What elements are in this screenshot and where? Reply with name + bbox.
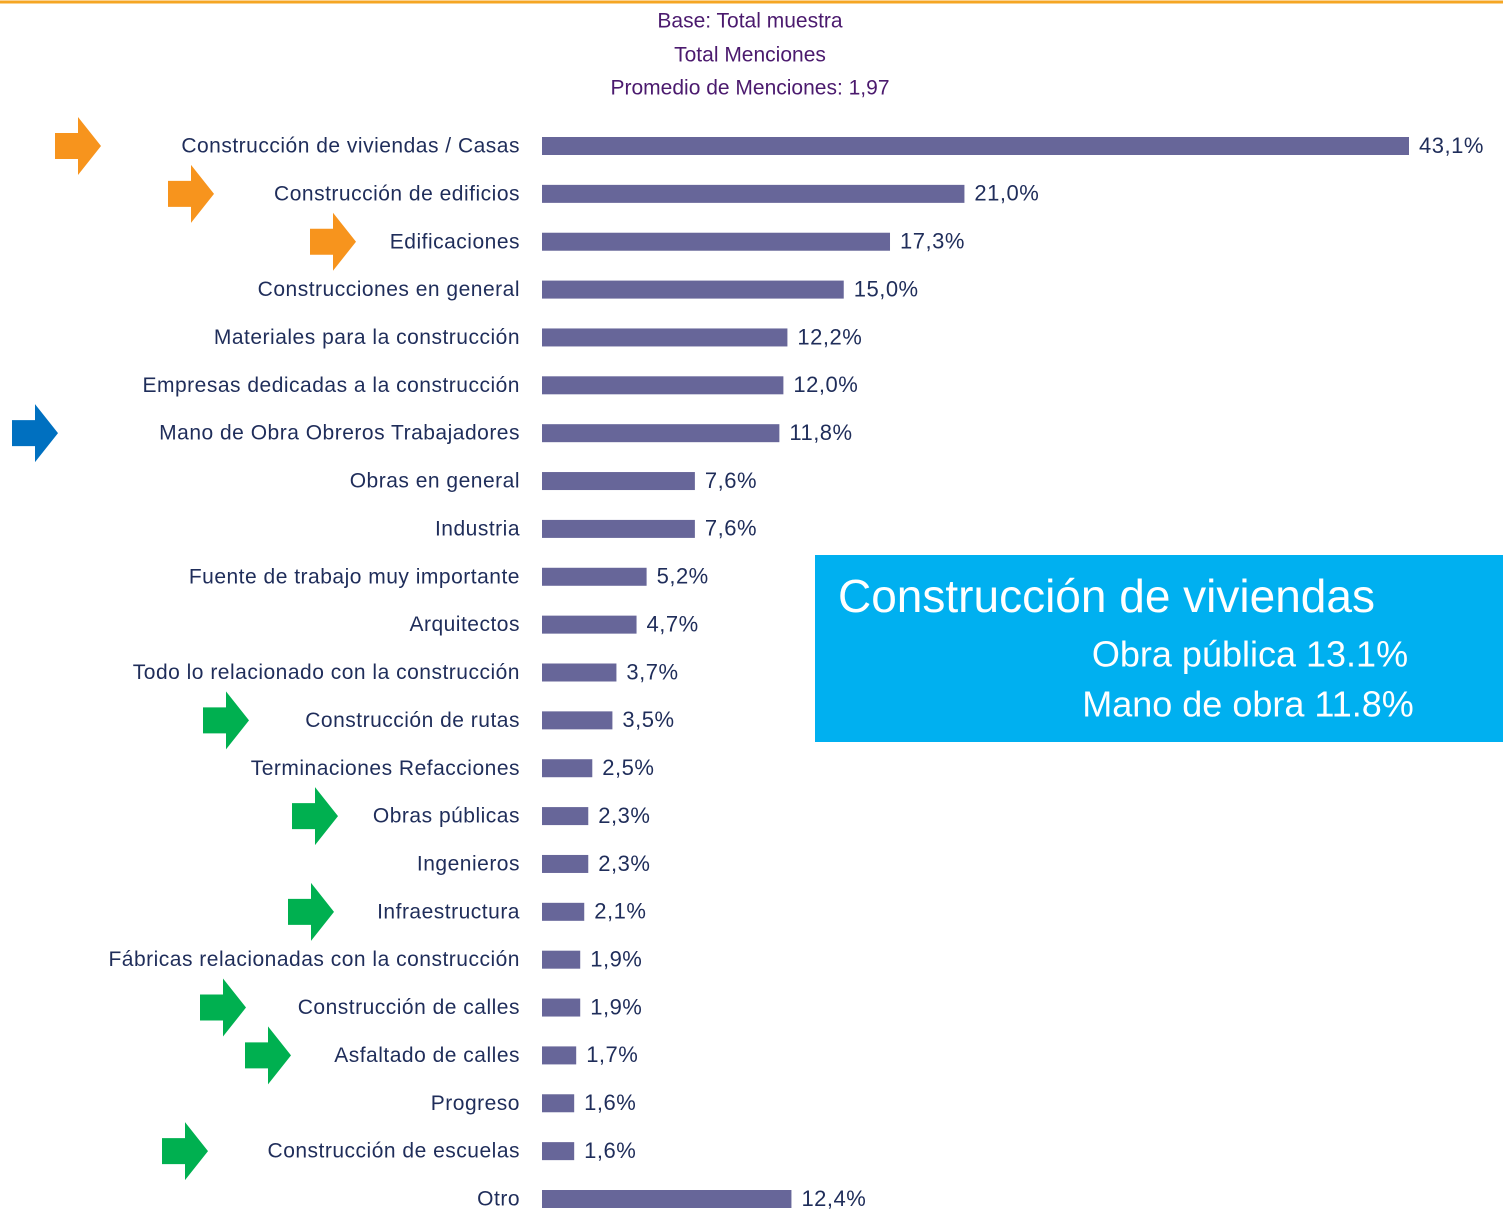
value-label: 7,6% bbox=[705, 468, 757, 493]
value-label: 15,0% bbox=[854, 276, 919, 301]
value-label: 2,5% bbox=[602, 755, 654, 780]
value-label: 3,7% bbox=[626, 659, 678, 684]
value-label: 3,5% bbox=[622, 707, 674, 732]
arrow-icon bbox=[168, 164, 214, 223]
bar bbox=[542, 424, 780, 443]
arrow-icon bbox=[162, 1122, 208, 1181]
bar bbox=[542, 711, 613, 730]
value-label: 1,7% bbox=[586, 1042, 638, 1067]
bar bbox=[542, 998, 581, 1017]
category-label: Asfaltado de calles bbox=[334, 1044, 520, 1067]
value-label: 1,6% bbox=[584, 1090, 636, 1115]
value-label: 43,1% bbox=[1419, 133, 1484, 158]
bar bbox=[542, 376, 784, 395]
category-label: Construcción de rutas bbox=[305, 709, 520, 732]
category-label: Todo lo relacionado con la construcción bbox=[133, 661, 520, 684]
category-label: Obras en general bbox=[350, 470, 520, 493]
bar bbox=[542, 472, 695, 491]
callout-text: Construcción de viviendas bbox=[838, 570, 1375, 622]
category-label: Industria bbox=[435, 517, 520, 540]
category-label: Construcción de escuelas bbox=[268, 1140, 520, 1163]
bar bbox=[542, 854, 589, 873]
category-label: Arquitectos bbox=[409, 613, 520, 636]
value-label: 11,8% bbox=[789, 420, 852, 445]
arrow-icon bbox=[55, 117, 101, 175]
bar bbox=[542, 519, 695, 538]
arrow-icon bbox=[310, 212, 356, 271]
bar bbox=[542, 328, 788, 347]
category-label: Construcción de edificios bbox=[274, 182, 520, 205]
bar bbox=[542, 1046, 577, 1065]
bar bbox=[542, 567, 647, 586]
arrow-icon bbox=[200, 978, 246, 1037]
callout-text: Obra pública 13.1% bbox=[1092, 634, 1408, 675]
value-label: 12,4% bbox=[801, 1186, 866, 1211]
bar bbox=[542, 137, 1409, 155]
arrow-icon bbox=[203, 691, 249, 750]
arrow-icon bbox=[288, 882, 334, 941]
category-label: Construcciones en general bbox=[258, 278, 520, 301]
value-label: 1,9% bbox=[590, 994, 642, 1019]
bar bbox=[542, 663, 617, 682]
arrow-icon bbox=[245, 1026, 291, 1085]
category-label: Terminaciones Refacciones bbox=[251, 757, 520, 780]
bar bbox=[542, 759, 593, 778]
category-label: Mano de Obra Obreros Trabajadores bbox=[159, 422, 520, 445]
category-label: Empresas dedicadas a la construcción bbox=[142, 374, 520, 397]
bar bbox=[542, 232, 891, 251]
value-label: 7,6% bbox=[705, 516, 757, 541]
category-label: Progreso bbox=[431, 1092, 520, 1115]
value-label: 4,7% bbox=[647, 611, 699, 636]
value-label: 5,2% bbox=[657, 564, 709, 589]
category-label: Construcción de calles bbox=[298, 996, 520, 1019]
chart-title: Base: Total muestra bbox=[657, 10, 843, 33]
category-label: Fuente de trabajo muy importante bbox=[189, 565, 520, 588]
bar bbox=[542, 807, 589, 826]
category-label: Infraestructura bbox=[377, 900, 520, 923]
bar bbox=[542, 1094, 575, 1113]
value-label: 2,1% bbox=[594, 899, 646, 924]
bar bbox=[542, 1190, 792, 1208]
bar bbox=[542, 950, 581, 969]
callout-text: Mano de obra 11.8% bbox=[1082, 684, 1414, 725]
category-label: Obras públicas bbox=[373, 805, 520, 828]
chart-title: Total Menciones bbox=[674, 44, 826, 67]
callout-box bbox=[815, 555, 1503, 742]
value-label: 12,0% bbox=[793, 372, 858, 397]
category-label: Ingenieros bbox=[417, 853, 520, 876]
value-label: 12,2% bbox=[797, 324, 862, 349]
bar bbox=[542, 1142, 575, 1161]
value-label: 17,3% bbox=[900, 229, 965, 254]
value-label: 2,3% bbox=[598, 803, 650, 828]
category-label: Otro bbox=[477, 1188, 520, 1211]
value-label: 1,9% bbox=[590, 946, 642, 971]
category-label: Fábricas relacionadas con la construcció… bbox=[108, 948, 520, 971]
category-label: Edificaciones bbox=[390, 230, 520, 253]
value-label: 21,0% bbox=[974, 181, 1039, 206]
bar bbox=[542, 280, 844, 299]
chart-title: Promedio de Menciones: 1,97 bbox=[611, 77, 890, 100]
bar bbox=[542, 902, 585, 921]
arrow-icon bbox=[12, 404, 58, 463]
bar bbox=[542, 615, 637, 634]
bar bbox=[542, 184, 965, 203]
category-label: Materiales para la construcción bbox=[214, 326, 520, 349]
value-label: 1,6% bbox=[584, 1138, 636, 1163]
value-label: 2,3% bbox=[598, 851, 650, 876]
arrow-icon bbox=[292, 787, 338, 846]
category-label: Construcción de viviendas / Casas bbox=[181, 135, 520, 158]
